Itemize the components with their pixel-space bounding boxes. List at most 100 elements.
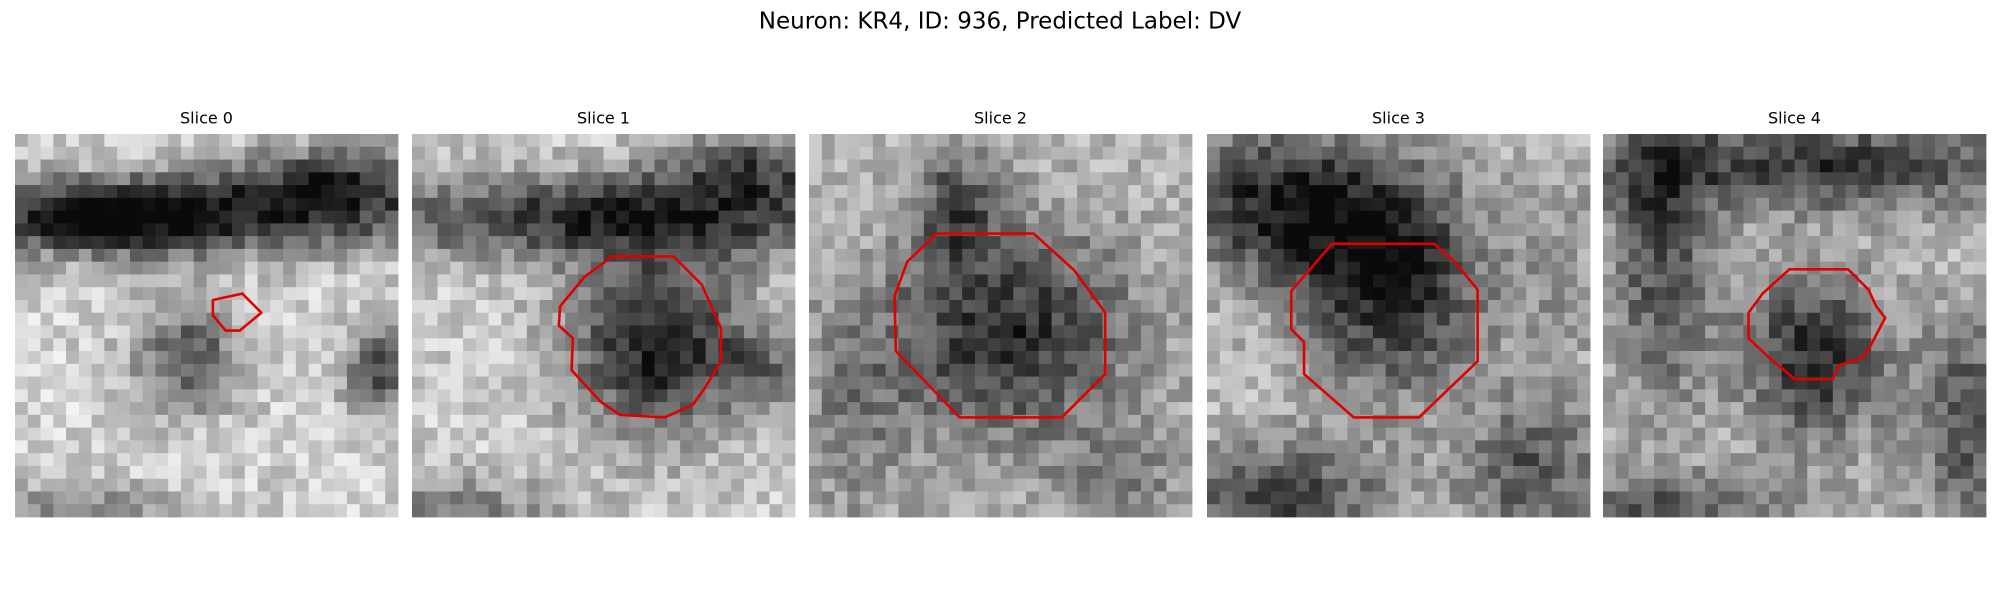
pixel bbox=[872, 338, 886, 352]
pixel bbox=[372, 325, 386, 339]
pixel bbox=[1270, 185, 1284, 199]
pixel bbox=[1128, 453, 1142, 467]
pixel bbox=[769, 146, 783, 160]
pixel bbox=[949, 465, 963, 480]
pixel bbox=[1347, 223, 1361, 237]
pixel bbox=[885, 299, 899, 314]
pixel bbox=[514, 248, 528, 263]
pixel bbox=[898, 478, 912, 492]
pixel bbox=[501, 427, 515, 441]
pixel bbox=[1166, 261, 1180, 275]
pixel bbox=[667, 351, 681, 365]
pixel bbox=[104, 453, 118, 467]
pixel bbox=[1871, 338, 1885, 352]
pixel bbox=[1526, 376, 1540, 390]
pixel bbox=[27, 223, 41, 237]
pixel bbox=[27, 453, 41, 467]
pixel bbox=[15, 453, 29, 467]
pixel bbox=[1449, 491, 1463, 505]
pixel bbox=[1077, 172, 1091, 186]
pixel bbox=[821, 172, 835, 186]
pixel bbox=[66, 389, 80, 403]
pixel bbox=[1232, 427, 1246, 441]
pixel bbox=[898, 363, 912, 377]
pixel bbox=[1064, 338, 1078, 352]
pixel bbox=[1232, 440, 1246, 454]
pixel bbox=[987, 440, 1001, 454]
pixel bbox=[1436, 465, 1450, 480]
pixel bbox=[1283, 427, 1297, 441]
pixel bbox=[1730, 134, 1744, 148]
pixel bbox=[1411, 478, 1425, 492]
pixel bbox=[526, 363, 541, 377]
pixel bbox=[1705, 414, 1719, 429]
pixel bbox=[1551, 389, 1565, 403]
pixel bbox=[743, 325, 758, 339]
pixel bbox=[1232, 236, 1246, 250]
pixel bbox=[1615, 159, 1629, 173]
pixel bbox=[1781, 427, 1795, 441]
pixel bbox=[1628, 274, 1642, 288]
pixel bbox=[437, 274, 451, 288]
pixel bbox=[603, 210, 617, 224]
pixel bbox=[359, 491, 373, 505]
pixel bbox=[40, 299, 54, 314]
pixel bbox=[1436, 427, 1450, 441]
pixel bbox=[616, 491, 630, 505]
pixel bbox=[1641, 465, 1655, 480]
pixel bbox=[782, 427, 796, 441]
pixel bbox=[1692, 159, 1706, 173]
pixel bbox=[1179, 402, 1193, 416]
pixel bbox=[1166, 376, 1180, 390]
pixel bbox=[501, 134, 515, 148]
pixel bbox=[603, 134, 617, 148]
pixel bbox=[641, 491, 655, 505]
pixel bbox=[1245, 274, 1259, 288]
pixel bbox=[1321, 261, 1336, 275]
pixel bbox=[603, 146, 617, 160]
pixel bbox=[1475, 440, 1489, 454]
pixel bbox=[1347, 491, 1361, 505]
pixel bbox=[1153, 478, 1167, 492]
pixel bbox=[987, 236, 1001, 250]
pixel bbox=[514, 351, 528, 365]
pixel bbox=[1487, 146, 1502, 160]
pixel bbox=[1245, 287, 1259, 301]
pixel bbox=[1922, 414, 1936, 429]
pixel bbox=[463, 414, 477, 429]
pixel bbox=[1077, 440, 1091, 454]
pixel bbox=[1871, 504, 1885, 518]
pixel bbox=[731, 504, 745, 518]
pixel bbox=[692, 325, 707, 339]
pixel bbox=[667, 338, 681, 352]
pixel bbox=[1743, 172, 1757, 186]
pixel bbox=[1051, 159, 1065, 173]
pixel bbox=[1411, 274, 1425, 288]
pixel bbox=[743, 376, 758, 390]
pixel bbox=[769, 363, 783, 377]
pixel bbox=[629, 427, 643, 441]
pixel bbox=[692, 159, 707, 173]
pixel bbox=[1832, 478, 1846, 492]
pixel bbox=[731, 312, 745, 326]
pixel bbox=[155, 453, 169, 467]
pixel bbox=[577, 197, 592, 211]
pixel bbox=[385, 491, 399, 505]
pixel bbox=[168, 440, 182, 454]
pixel bbox=[1436, 197, 1450, 211]
pixel bbox=[1140, 427, 1155, 441]
pixel bbox=[1038, 223, 1052, 237]
pixel bbox=[1372, 491, 1387, 505]
pixel bbox=[1960, 376, 1974, 390]
pixel bbox=[1615, 389, 1629, 403]
pixel bbox=[731, 376, 745, 390]
pixel bbox=[1000, 351, 1014, 365]
pixel bbox=[308, 338, 322, 352]
pixel bbox=[206, 185, 220, 199]
pixel bbox=[834, 376, 848, 390]
pixel bbox=[15, 389, 29, 403]
pixel bbox=[257, 134, 271, 148]
pixel bbox=[359, 453, 373, 467]
pixel bbox=[1424, 389, 1438, 403]
pixel bbox=[1077, 287, 1091, 301]
